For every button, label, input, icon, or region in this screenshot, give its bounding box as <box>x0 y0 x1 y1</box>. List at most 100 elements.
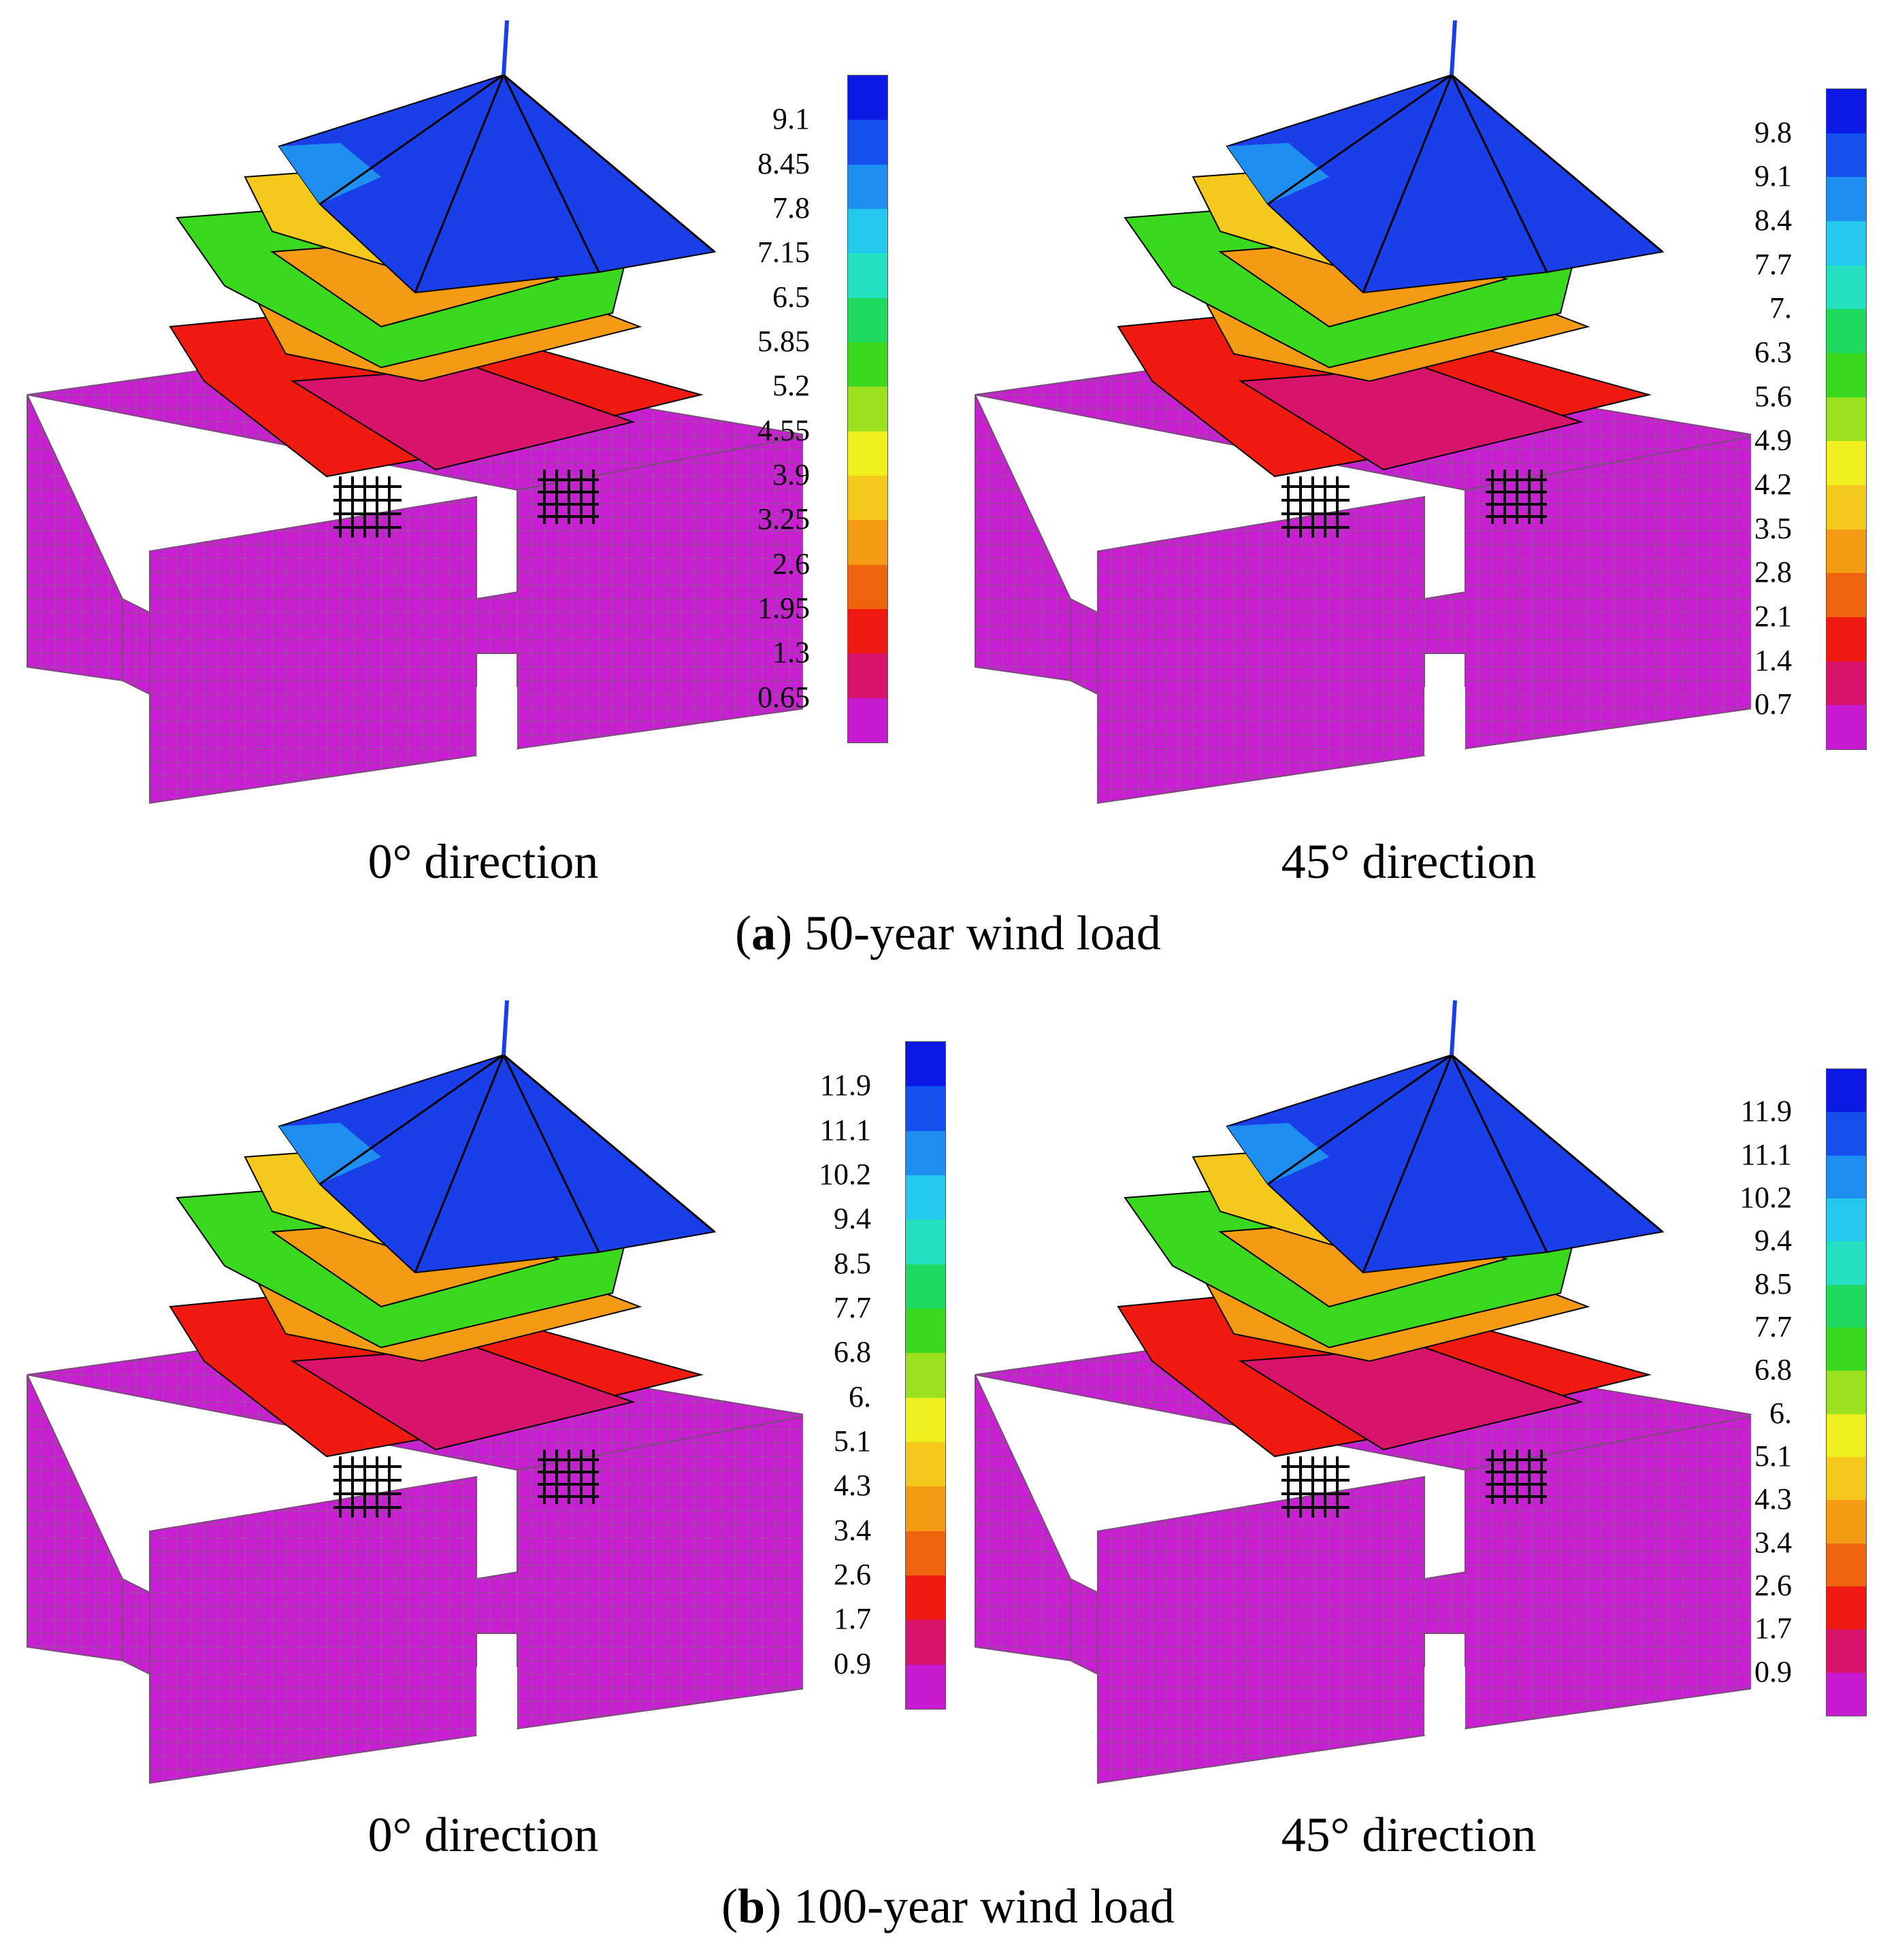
legend-tick-label: 3.5 <box>1754 511 1792 545</box>
legend-tick-label: 0.9 <box>834 1646 871 1680</box>
legend-tick-label: 6.3 <box>1754 336 1792 369</box>
legend-tick-label: 10.2 <box>819 1158 871 1191</box>
tower-model <box>975 20 1751 804</box>
legend-swatch <box>1827 705 1866 749</box>
gate-arch-opening <box>1424 670 1465 755</box>
legend-tick-label: 7.7 <box>1754 1310 1792 1343</box>
roof-ridge-4 <box>503 1054 715 1233</box>
legend-tick-label: 2.1 <box>1754 600 1792 633</box>
top-roof-edge <box>279 143 381 204</box>
legend-tick-label: 7. <box>1769 291 1792 325</box>
legend-swatch <box>906 1575 945 1620</box>
roof-ridge-3 <box>319 1054 504 1186</box>
spire <box>1450 20 1457 76</box>
legend-swatch <box>906 1397 945 1442</box>
legend-swatch <box>906 1664 945 1709</box>
legend-swatch <box>848 208 887 254</box>
spire <box>1450 1000 1457 1056</box>
base-left-face <box>975 394 1071 682</box>
roof-ridge-2 <box>1450 1054 1548 1253</box>
roof-ridge-3 <box>319 74 504 206</box>
legend-swatch <box>1827 1456 1866 1501</box>
legend-swatch <box>1827 1414 1866 1457</box>
legend-swatch <box>1827 1069 1866 1113</box>
roof-ridge-4 <box>1451 1054 1663 1233</box>
tower-model <box>27 1000 803 1784</box>
legend-swatch <box>1827 1198 1866 1242</box>
legend-swatch <box>1827 529 1866 574</box>
legend-tick-label: 0.65 <box>757 680 810 714</box>
legend-colorbar <box>847 75 888 743</box>
legend-tick-label: 8.5 <box>1754 1267 1792 1301</box>
caption-b: (b) 100-year wind load <box>721 1879 1175 1933</box>
legend-swatch <box>1827 1112 1866 1156</box>
legend-swatch <box>906 1531 945 1575</box>
legend-tick-label: 6.8 <box>1754 1353 1792 1387</box>
direction-label-b-45: 45° direction <box>1281 1808 1537 1862</box>
legend-tick-label: 1.95 <box>757 591 810 625</box>
legend-tick-label: 9.4 <box>834 1202 871 1236</box>
legend-swatch <box>1827 1284 1866 1328</box>
legend-labels: 11.9 11.1 10.2 9.4 8.5 7.7 6.8 6. 5.1 4.3 3.4 2.6 1.… <box>796 1041 871 1708</box>
top-roof-edge <box>279 1123 381 1184</box>
legend-colorbar <box>905 1041 946 1710</box>
panel-b-0deg: 11.9 11.1 10.2 9.4 8.5 7.7 6.8 6. 5.1 4.3 3.4 2.6 1.… <box>0 980 948 1865</box>
legend-swatch <box>906 1220 945 1264</box>
legend-swatch <box>1827 177 1866 221</box>
base-left-face-2 <box>1070 598 1098 696</box>
legend-swatch <box>1827 397 1866 442</box>
legend-tick-label: 6.5 <box>772 280 810 314</box>
tower-model <box>27 20 803 804</box>
legend-swatch <box>1827 353 1866 397</box>
legend-tick-label: 7.7 <box>1754 247 1792 281</box>
legend-swatch <box>1827 573 1866 617</box>
spire <box>502 20 509 76</box>
caption-a-text: 50-year wind load <box>792 906 1161 960</box>
legend-tick-label: 7.8 <box>772 191 810 225</box>
legend-tick-label: 8.4 <box>1754 203 1792 237</box>
legend-swatch <box>906 1353 945 1398</box>
base-left-face-2 <box>122 598 150 696</box>
roof-ridge-4 <box>503 74 715 253</box>
legend-tick-label: 1.3 <box>772 636 810 670</box>
legend-swatch <box>906 1130 945 1175</box>
legend-tick-label: 2.6 <box>834 1558 871 1591</box>
top-roof-edge <box>1227 143 1329 204</box>
base-left-face <box>975 1374 1071 1662</box>
roof-ridge-2 <box>502 1054 600 1253</box>
direction-label-a-45: 45° direction <box>1281 834 1537 889</box>
legend-labels: 11.9 11.1 10.2 9.4 8.5 7.7 6.8 6. 5.1 4.3 3.4 2.6 1.… <box>1717 1068 1792 1715</box>
legend-tick-label: 2.6 <box>1754 1569 1792 1602</box>
legend-swatch <box>906 1086 945 1131</box>
roof-ridge-1 <box>1362 74 1453 293</box>
legend-swatch <box>1827 1327 1866 1371</box>
legend-tick-label: 9.4 <box>1754 1224 1792 1258</box>
legend-tick-label: 0.9 <box>1754 1654 1792 1688</box>
legend-swatch <box>1827 661 1866 706</box>
roof-ridge-1 <box>414 74 505 293</box>
caption-b-text: 100-year wind load <box>781 1879 1175 1933</box>
legend-tick-label: 11.9 <box>819 1068 871 1102</box>
tower-model <box>975 1000 1751 1784</box>
legend-tick-label: 9.1 <box>1754 159 1792 193</box>
legend-tick-label: 3.4 <box>1754 1525 1792 1559</box>
gate-arch-opening <box>1424 1650 1465 1735</box>
legend-swatch <box>1827 485 1866 529</box>
legend-swatch <box>906 1042 945 1087</box>
legend-swatch <box>1827 89 1866 133</box>
legend-swatch <box>848 342 887 387</box>
legend-swatch <box>906 1441 945 1487</box>
legend-swatch <box>848 76 887 120</box>
caption-b-letter: b <box>738 1879 766 1933</box>
base-left-face-2 <box>1070 1578 1098 1676</box>
legend-swatch <box>848 475 887 521</box>
roof-ridge-2 <box>502 74 600 273</box>
legend-swatch <box>1827 1586 1866 1630</box>
legend-tick-label: 6.8 <box>834 1335 871 1369</box>
legend-swatch <box>906 1308 945 1354</box>
legend-tick-label: 3.4 <box>834 1513 871 1547</box>
legend-swatch <box>1827 220 1866 265</box>
legend-tick-label: 7.15 <box>757 235 810 270</box>
legend-swatch <box>1827 1155 1866 1198</box>
legend-swatch <box>848 253 887 298</box>
